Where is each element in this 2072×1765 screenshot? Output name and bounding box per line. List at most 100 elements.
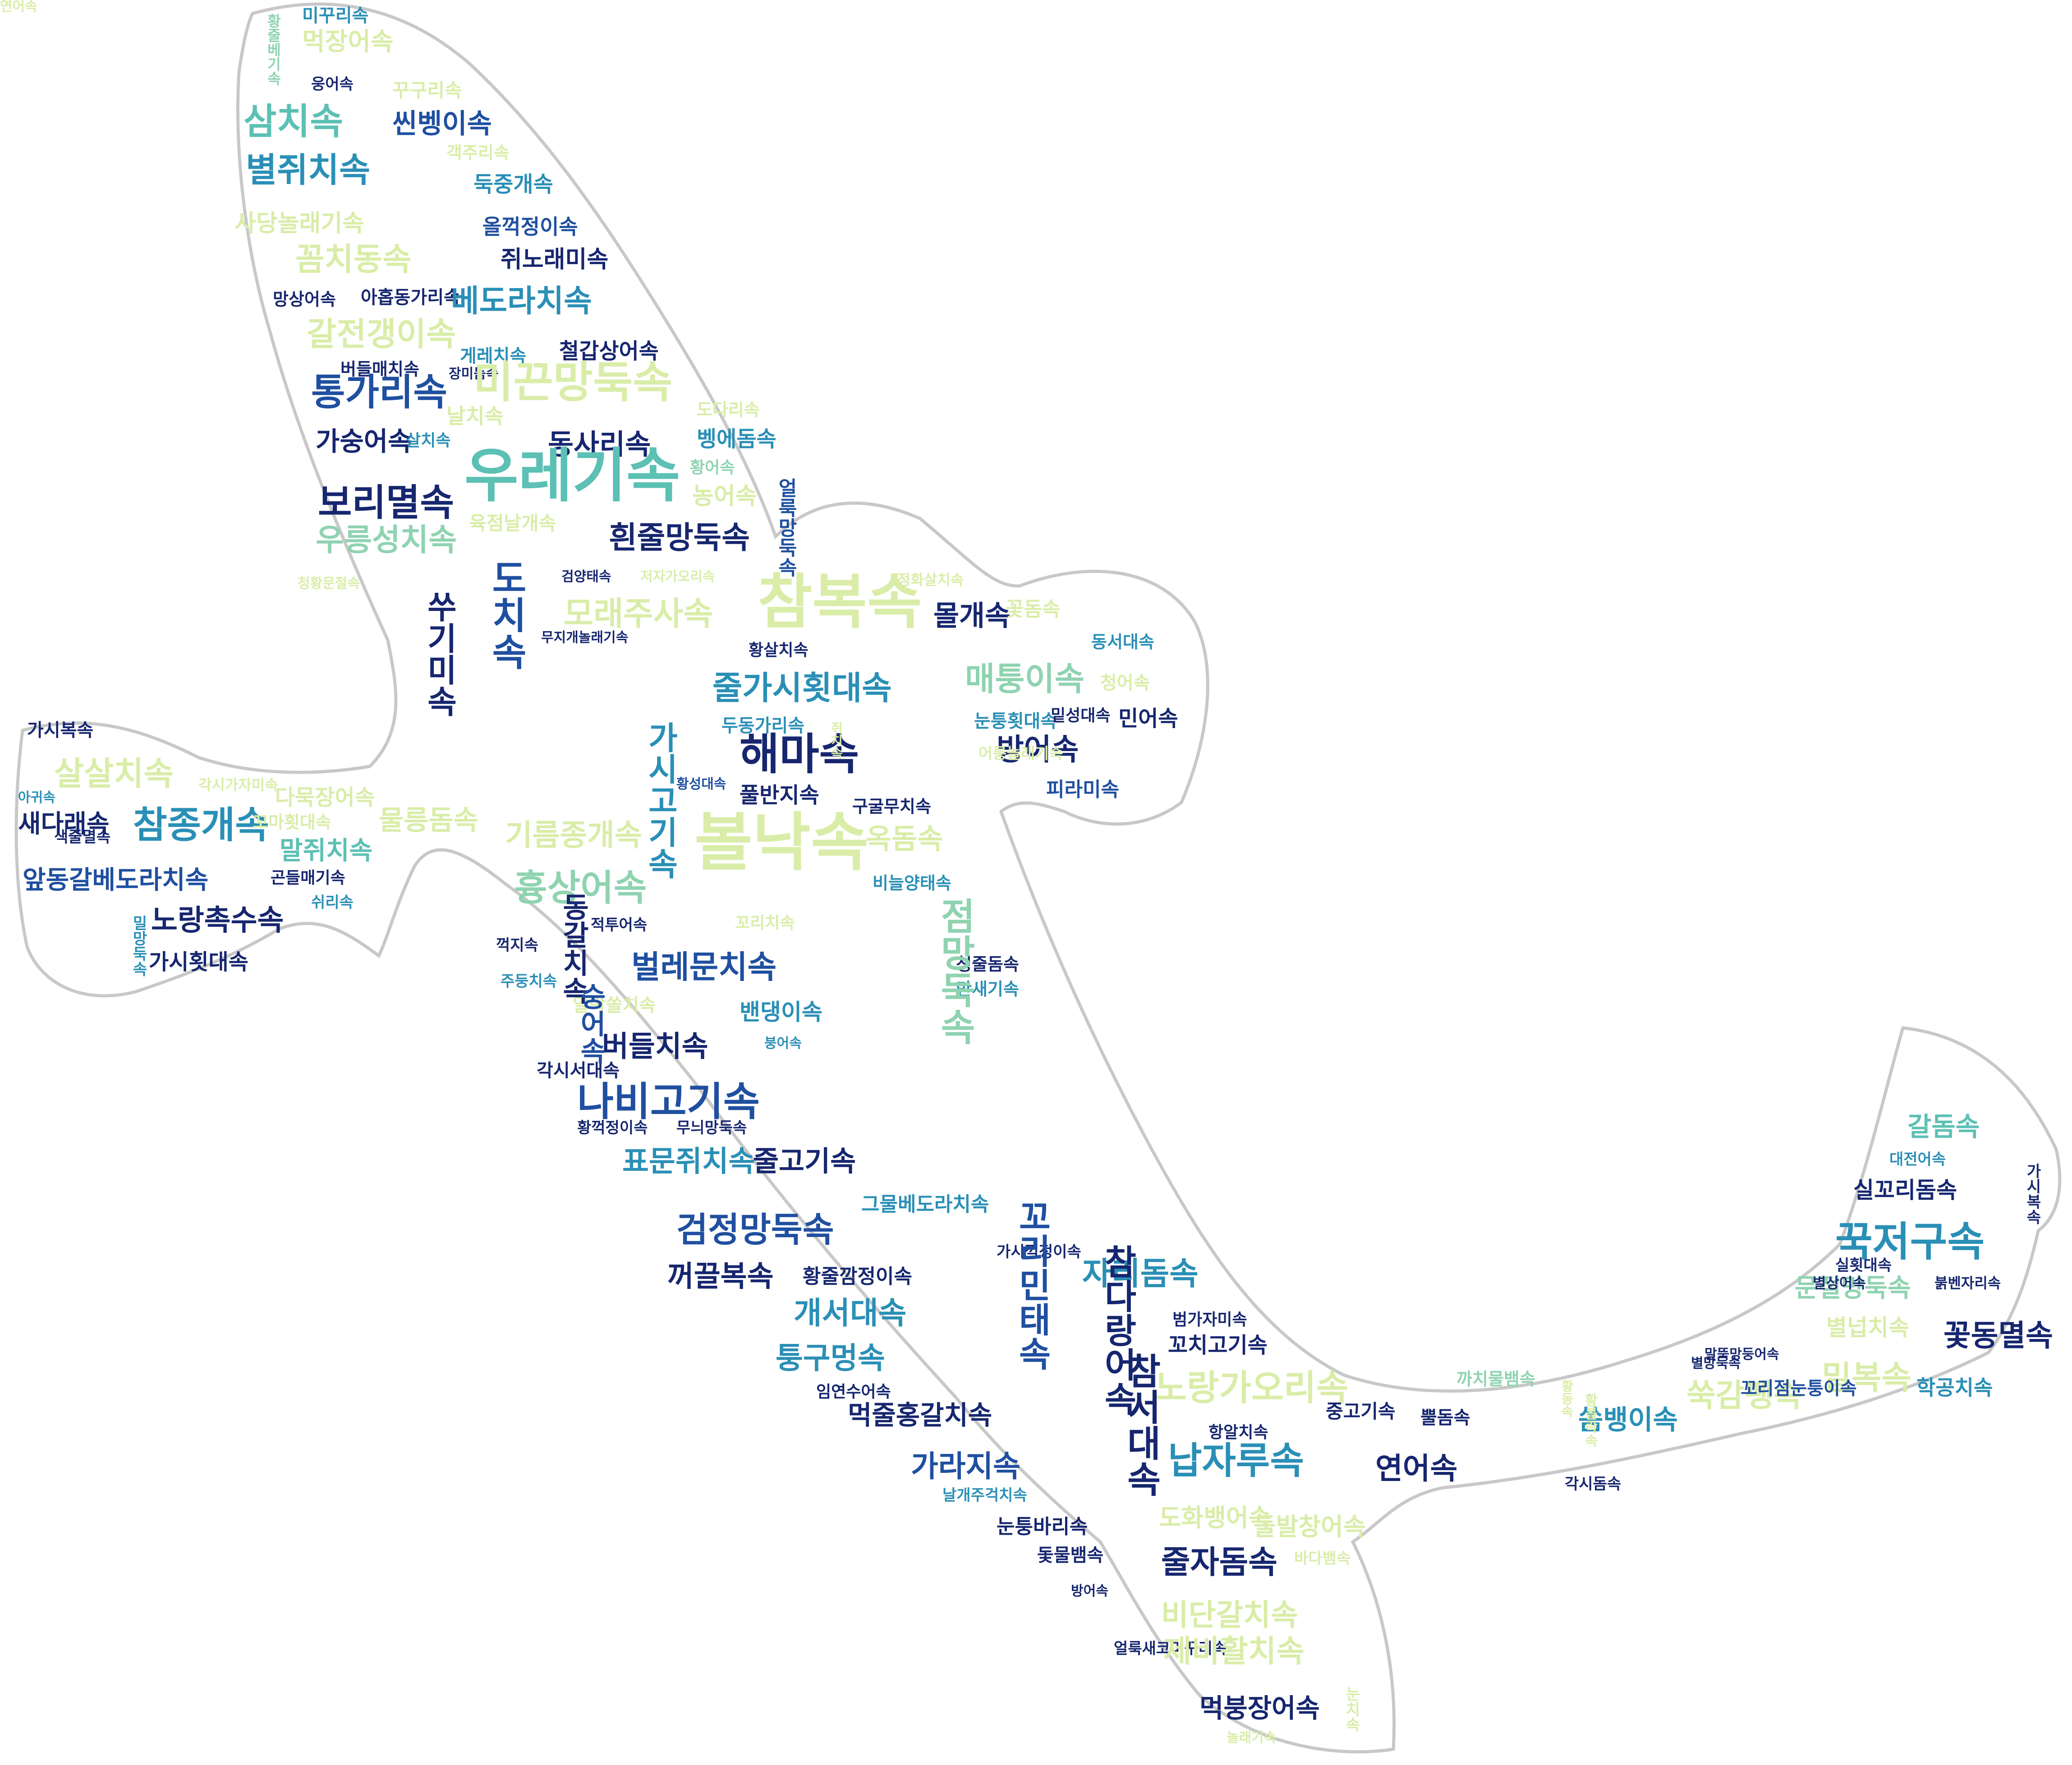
word-label: 꼬리민태속 [1012,1199,1052,1371]
word-label: 미꾸리속 [302,5,369,26]
word-label: 줄가시횟대속 [712,669,892,707]
word-label: 날치속 [446,404,504,428]
word-label: 주둥치속 [501,972,557,990]
word-label: 객주리속 [446,143,510,163]
word-label: 벵에돔속 [697,426,776,452]
word-label: 도치속 [484,559,527,670]
word-label: 색줄멸속 [54,828,111,846]
word-label: 꾸구리속 [392,79,462,101]
word-label: 꼬리치속 [735,914,795,932]
word-label: 아귀속 [18,790,55,806]
word-label: 별망둑속 [1691,1356,1741,1371]
word-label: 민어속 [1118,706,1178,731]
word-label: 비늘양태속 [873,873,951,893]
word-label: 줄자돔속 [1161,1544,1277,1581]
word-label: 퉁구멍속 [776,1341,885,1375]
word-label: 무늬망둑속 [676,1119,747,1137]
fish-silhouette-outline [14,2,2062,1754]
word-label: 방어속 [1071,1583,1108,1599]
word-label: 버들매치속 [340,359,419,379]
word-label: 망상어속 [273,289,336,309]
word-label: 육점날개속 [469,512,556,534]
word-label: 비단갈치속 [1161,1598,1298,1632]
word-label: 대전어속 [1889,1151,1946,1169]
word-label: 꼬마횟대속 [253,812,331,832]
word-label: 표문쥐치속 [622,1145,755,1178]
word-label: 바다뱀속 [1294,1550,1351,1568]
word-label: 갈전갱이속 [307,315,456,353]
word-label: 참서대속 [1120,1352,1162,1497]
word-label: 놀래기속 [1227,1730,1277,1746]
word-label: 삼치속 [243,101,343,142]
word-label: 말뚝망둥어속 [1704,1347,1779,1362]
word-label: 중고기속 [1326,1400,1396,1422]
word-label: 아홉동가리속 [361,287,460,308]
word-label: 사당놀래기속 [234,210,364,237]
word-label: 어룽놀래기속 [979,745,1063,763]
word-label: 풀반지속 [740,783,819,808]
word-label: 흰줄망둑속 [609,520,750,556]
word-label: 꼼치동속 [295,241,412,278]
word-label: 밀망둑속 [129,915,147,976]
word-label: 쥐치속 [829,721,844,759]
word-label: 숭어속 [575,983,606,1064]
word-label: 먹장어속 [302,27,394,56]
word-label: 가시복속 [2023,1163,2041,1224]
word-label: 보리멸속 [318,481,454,524]
word-label: 황어속 [690,458,735,477]
word-label: 청어속 [1100,673,1150,693]
word-label: 나비고기속 [577,1078,760,1125]
word-label: 미끈망둑속 [473,357,673,408]
word-label: 눈퉁바리속 [997,1515,1088,1538]
word-label: 참복속 [758,568,922,637]
word-label: 만새기속 [956,979,1019,999]
word-label: 뿔돔속 [1420,1407,1470,1428]
word-label: 참종개속 [133,804,269,847]
word-label: 말쥐치속 [280,836,373,866]
word-label: 앞동갈베도라치속 [23,866,209,895]
word-label: 꽃동멸속 [1943,1318,2053,1353]
word-label: 먹붕장어속 [1199,1693,1320,1724]
word-label: 무지개놀래기속 [541,630,629,646]
word-label: 별넙치속 [1826,1315,1909,1341]
word-label: 눈치속 [1342,1686,1360,1732]
word-label: 흉상어속 [514,867,647,909]
word-label: 개서대속 [794,1296,907,1331]
word-label: 옥돔속 [866,822,943,855]
word-label: 별상어속 [1813,1274,1866,1292]
word-label: 각시서대속 [537,1060,620,1081]
word-label: 쥐노래미속 [501,246,609,273]
word-label: 벌레문치속 [631,949,776,986]
word-label: 황성대속 [676,776,726,792]
word-label: 돛물뱀속 [1037,1545,1104,1566]
word-label: 얼룩새코미꾸리속 [1114,1640,1227,1658]
word-label: 까치물뱀속 [1456,1369,1535,1389]
word-label: 꺽지속 [496,936,538,954]
word-label: 쑤기미속 [421,591,458,717]
word-label: 둑중개속 [473,172,553,197]
word-label: 꼬치고기속 [1168,1333,1268,1358]
word-label: 쑥감펭속 [1686,1377,1803,1414]
word-label: 도다리속 [697,400,760,420]
word-label: 검양태속 [561,569,611,585]
word-label: 범가자미속 [1172,1311,1247,1329]
word-label: 장미돔속 [449,366,499,382]
word-label: 우릉성치속 [316,523,457,558]
word-label: 씬벵이속 [392,108,492,140]
word-label: 동서대속 [1091,632,1154,652]
word-label: 해마속 [740,729,859,779]
word-label: 꼬리점눈퉁이속 [1741,1378,1857,1399]
word-label: 황줄깜정이속 [803,1265,912,1288]
word-label: 버들치속 [602,1030,708,1064]
word-label: 갈돔속 [1907,1111,1980,1142]
word-label: 볼낙속 [694,806,869,880]
word-label: 물릉돔속 [379,805,478,836]
word-label: 항알치속 [1208,1423,1268,1442]
word-label: 밀복속 [1822,1359,1911,1397]
word-label: 황꺽정이속 [577,1119,648,1137]
word-label: 웅어속 [311,75,354,93]
word-label: 꾹저구속 [1835,1218,1985,1265]
word-label: 돌발창어속 [1254,1513,1366,1541]
word-label: 참다랑어속 [1098,1244,1138,1416]
